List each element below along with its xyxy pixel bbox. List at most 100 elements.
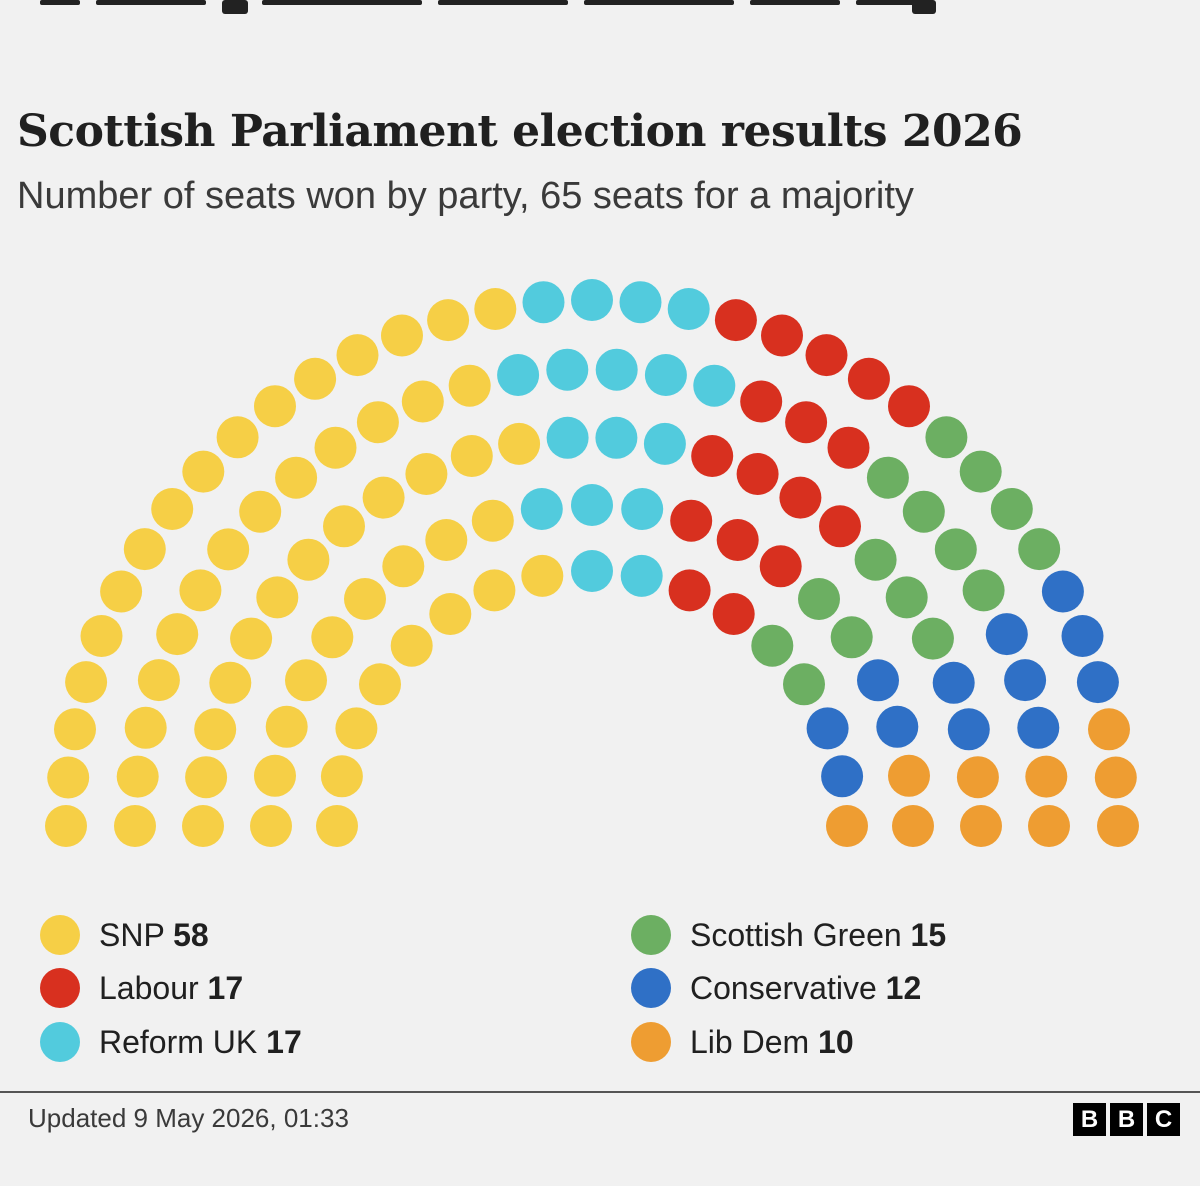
legend-label: Conservative 12 xyxy=(690,970,921,1007)
seat-lib-dem xyxy=(888,754,930,797)
seat-snp xyxy=(448,364,491,407)
seat-labour xyxy=(805,334,848,377)
legend-item: Reform UK 17 xyxy=(40,1020,302,1064)
seat-snp xyxy=(381,314,423,357)
updated-timestamp: Updated 9 May 2026, 01:33 xyxy=(28,1103,349,1133)
seat-snp xyxy=(151,488,194,530)
seat-snp xyxy=(314,426,357,469)
seat-scottish-green xyxy=(902,490,945,533)
seat-snp xyxy=(137,659,180,702)
footer-divider xyxy=(0,1091,1200,1093)
seat-snp xyxy=(316,805,358,847)
seat-scottish-green xyxy=(798,578,840,620)
seat-snp xyxy=(123,528,166,571)
seat-reform-uk xyxy=(520,488,563,530)
legend-swatch xyxy=(631,968,671,1008)
seat-reform-uk xyxy=(621,488,664,530)
legend-party-name: Labour xyxy=(99,969,208,1006)
seat-snp xyxy=(323,505,365,548)
seat-lib-dem xyxy=(1025,755,1068,798)
seat-reform-uk xyxy=(522,281,565,324)
seat-snp xyxy=(47,756,90,799)
seat-snp xyxy=(185,756,228,799)
seat-snp xyxy=(182,805,224,847)
seat-snp xyxy=(124,706,167,749)
seat-snp xyxy=(256,576,299,619)
seat-scottish-green xyxy=(962,569,1005,612)
seat-snp xyxy=(254,754,296,797)
seat-reform-uk xyxy=(619,281,662,324)
legend-swatch xyxy=(631,915,671,955)
seat-reform-uk xyxy=(497,354,540,396)
seat-snp xyxy=(390,624,433,667)
seat-labour xyxy=(761,314,803,357)
seat-snp xyxy=(287,538,330,581)
seat-snp xyxy=(425,519,468,561)
seat-labour xyxy=(670,499,713,542)
seat-snp xyxy=(320,755,363,798)
seat-conservative xyxy=(821,755,864,798)
seat-conservative xyxy=(947,708,990,751)
seat-conservative xyxy=(1041,570,1084,613)
seat-labour xyxy=(759,545,802,588)
seat-scottish-green xyxy=(783,663,825,706)
legend-party-name: Conservative xyxy=(690,969,886,1006)
seat-snp xyxy=(80,615,123,657)
cropped-top-text xyxy=(0,0,1200,30)
seat-snp xyxy=(311,616,354,659)
seat-snp xyxy=(359,663,401,706)
legend-seat-count: 15 xyxy=(910,916,947,953)
legend-party-name: Scottish Green xyxy=(690,916,911,953)
seat-scottish-green xyxy=(866,456,909,499)
seat-labour xyxy=(888,385,930,428)
legend-swatch xyxy=(631,1022,671,1062)
seat-snp xyxy=(382,545,425,588)
seat-lib-dem xyxy=(1028,805,1070,847)
seat-snp xyxy=(100,570,143,613)
seat-lib-dem xyxy=(1097,805,1139,847)
cropped-text-fragments xyxy=(40,0,936,14)
seat-snp xyxy=(405,453,448,495)
legend-seat-count: 10 xyxy=(818,1023,854,1060)
seat-reform-uk xyxy=(620,554,663,597)
legend-party-name: Lib Dem xyxy=(690,1023,819,1060)
seat-labour xyxy=(819,505,861,548)
seat-snp xyxy=(194,708,237,751)
seat-labour xyxy=(736,453,779,495)
seat-reform-uk xyxy=(643,422,686,465)
seat-labour xyxy=(740,380,783,423)
seat-snp xyxy=(356,401,399,444)
seat-snp xyxy=(521,554,564,597)
seat-reform-uk xyxy=(546,348,589,391)
seat-labour xyxy=(779,476,822,519)
seat-labour xyxy=(716,519,759,561)
seat-scottish-green xyxy=(990,488,1033,530)
seat-scottish-green xyxy=(911,617,954,660)
seat-snp xyxy=(209,661,252,704)
seat-conservative xyxy=(876,705,919,748)
seat-conservative xyxy=(1017,706,1060,749)
seat-reform-uk xyxy=(595,416,638,459)
seat-reform-uk xyxy=(571,484,613,526)
seat-snp xyxy=(362,476,405,519)
seat-scottish-green xyxy=(934,528,977,571)
legend-item: SNP 58 xyxy=(40,913,209,957)
seat-reform-uk xyxy=(693,364,736,407)
seat-snp xyxy=(45,805,87,847)
seat-snp xyxy=(474,288,517,330)
seat-scottish-green xyxy=(830,616,873,659)
seat-labour xyxy=(691,435,734,477)
seat-snp xyxy=(498,422,541,465)
seat-snp xyxy=(265,705,308,748)
seat-snp xyxy=(335,707,378,750)
seat-conservative xyxy=(857,659,899,702)
seat-labour xyxy=(847,357,890,400)
legend-party-name: SNP xyxy=(99,916,174,953)
seat-scottish-green xyxy=(959,450,1002,493)
legend-item: Scottish Green 15 xyxy=(631,913,946,957)
seat-conservative xyxy=(1004,659,1047,702)
seat-lib-dem xyxy=(956,756,999,799)
seat-labour xyxy=(714,299,757,342)
seat-snp xyxy=(471,499,514,542)
